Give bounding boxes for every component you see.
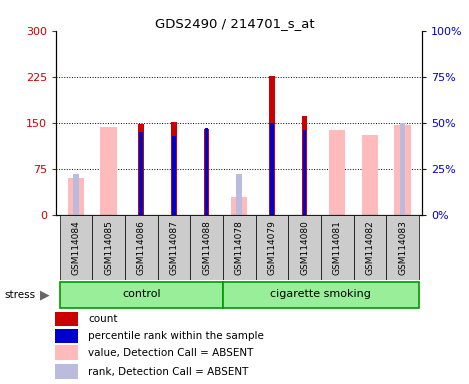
Text: percentile rank within the sample: percentile rank within the sample (88, 331, 264, 341)
Text: ▶: ▶ (40, 288, 49, 301)
Bar (321, 215, 354, 280)
Bar (55, 345, 78, 360)
Bar (60, 215, 92, 280)
Bar (270, 123, 274, 215)
Bar (236, 174, 242, 215)
Bar (138, 124, 144, 215)
Bar (223, 282, 419, 308)
Text: GDS2490 / 214701_s_at: GDS2490 / 214701_s_at (155, 17, 314, 30)
Text: control: control (122, 289, 160, 299)
Bar (354, 215, 386, 280)
Text: GSM114081: GSM114081 (333, 220, 342, 275)
Bar (172, 136, 176, 215)
Bar (303, 130, 306, 215)
Text: GSM114082: GSM114082 (365, 220, 374, 275)
Bar (302, 116, 308, 215)
Bar (204, 128, 209, 215)
Bar (60, 282, 223, 308)
Bar (100, 127, 117, 215)
Text: GSM114088: GSM114088 (202, 220, 211, 275)
Bar (73, 174, 79, 215)
Bar (204, 129, 210, 215)
Text: GSM114084: GSM114084 (71, 220, 80, 275)
Bar (394, 125, 411, 215)
Bar (386, 215, 419, 280)
Text: GSM114086: GSM114086 (136, 220, 146, 275)
Bar (329, 130, 345, 215)
Text: GSM114078: GSM114078 (234, 220, 244, 275)
Text: GSM114079: GSM114079 (267, 220, 276, 275)
Bar (171, 122, 177, 215)
Bar (400, 123, 405, 215)
Text: GSM114080: GSM114080 (300, 220, 309, 275)
Text: cigarette smoking: cigarette smoking (271, 289, 371, 299)
Bar (55, 364, 78, 379)
Text: count: count (88, 314, 118, 324)
Bar (158, 215, 190, 280)
Bar (55, 312, 78, 326)
Text: GSM114083: GSM114083 (398, 220, 407, 275)
Bar (231, 197, 247, 215)
Bar (92, 215, 125, 280)
Bar (223, 215, 256, 280)
Text: GSM114087: GSM114087 (169, 220, 178, 275)
Bar (269, 76, 275, 215)
Bar (139, 132, 143, 215)
Bar (362, 135, 378, 215)
Text: rank, Detection Call = ABSENT: rank, Detection Call = ABSENT (88, 367, 249, 377)
Bar (256, 215, 288, 280)
Text: value, Detection Call = ABSENT: value, Detection Call = ABSENT (88, 348, 254, 358)
Bar (288, 215, 321, 280)
Text: GSM114085: GSM114085 (104, 220, 113, 275)
Bar (68, 178, 84, 215)
Bar (190, 215, 223, 280)
Bar (55, 329, 78, 343)
Text: stress: stress (5, 290, 36, 300)
Bar (125, 215, 158, 280)
